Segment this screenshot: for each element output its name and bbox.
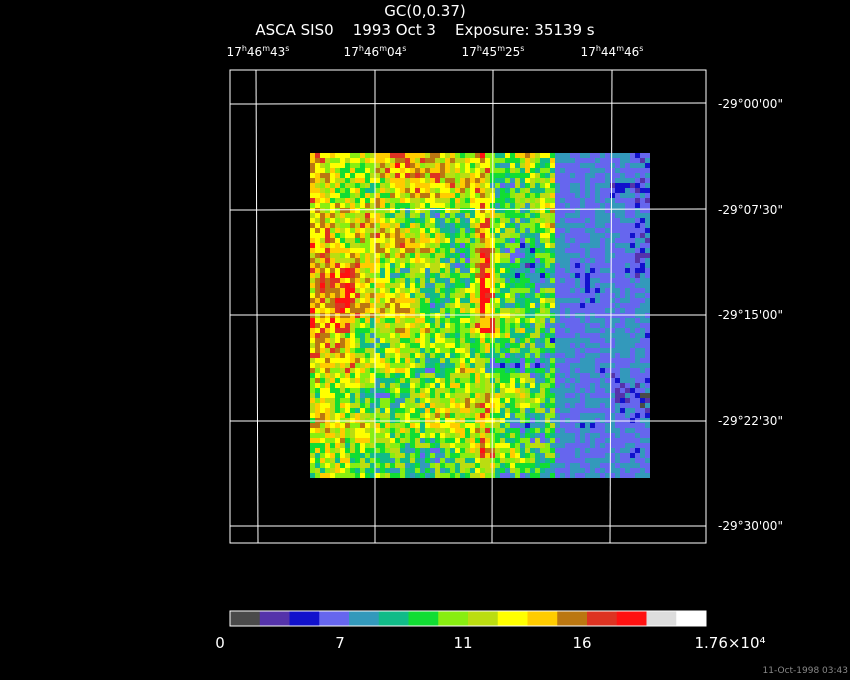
colorbar-swatch bbox=[527, 611, 558, 626]
colorbar-swatch bbox=[378, 611, 409, 626]
colorbar-swatch bbox=[616, 611, 647, 626]
colorbar bbox=[230, 611, 707, 626]
dec-grid-line bbox=[229, 208, 707, 211]
dec-tick-label: -29°22'30" bbox=[718, 414, 783, 428]
image-subtitle: ASCA SIS0 1993 Oct 3 Exposure: 35139 s bbox=[0, 21, 850, 39]
colorbar-swatch bbox=[408, 611, 439, 626]
dec-grid-line bbox=[229, 102, 707, 105]
colorbar-swatch bbox=[497, 611, 528, 626]
colorbar-swatch bbox=[646, 611, 677, 626]
colorbar-label: 0 bbox=[215, 634, 225, 652]
image-frame bbox=[229, 69, 707, 544]
ra-tick-label: 17h46m04s bbox=[343, 44, 407, 59]
colorbar-label: 7 bbox=[335, 634, 345, 652]
colorbar-swatch bbox=[259, 611, 290, 626]
coordinate-grid bbox=[229, 69, 707, 544]
dec-tick-label: -29°00'00" bbox=[718, 97, 783, 111]
colorbar-swatch bbox=[557, 611, 588, 626]
colorbar-swatch bbox=[468, 611, 499, 626]
ra-tick-label: 17h45m25s bbox=[461, 44, 525, 59]
subtitle-instrument: ASCA SIS0 bbox=[255, 21, 334, 39]
colorbar-label: 11 bbox=[453, 634, 473, 652]
dec-tick-label: -29°07'30" bbox=[718, 203, 783, 217]
image-title: GC(0,0.37) bbox=[384, 2, 466, 20]
colorbar-swatch bbox=[319, 611, 350, 626]
subtitle-exposure: Exposure: 35139 s bbox=[455, 21, 595, 39]
ra-grid-line bbox=[255, 69, 259, 544]
colorbar-swatch bbox=[349, 611, 380, 626]
colorbar-label: 1.76×10⁴ bbox=[694, 634, 766, 652]
colorbar-swatch bbox=[587, 611, 618, 626]
subtitle-date: 1993 Oct 3 bbox=[352, 21, 436, 39]
dec-tick-label: -29°15'00" bbox=[718, 308, 783, 322]
colorbar-swatch bbox=[230, 611, 261, 626]
ra-tick-label: 17h46m43s bbox=[226, 44, 290, 59]
colorbar-swatch bbox=[676, 611, 707, 626]
ra-grid-line bbox=[491, 69, 494, 544]
ra-tick-label: 17h44m46s bbox=[580, 44, 644, 59]
colorbar-frame bbox=[229, 610, 707, 627]
ra-grid-line bbox=[609, 69, 613, 544]
colorbar-swatch bbox=[438, 611, 469, 626]
footer-timestamp: 11-Oct-1998 03:43 bbox=[762, 666, 848, 676]
colorbar-label: 16 bbox=[572, 634, 592, 652]
colorbar-swatch bbox=[289, 611, 320, 626]
dec-tick-label: -29°30'00" bbox=[718, 519, 783, 533]
